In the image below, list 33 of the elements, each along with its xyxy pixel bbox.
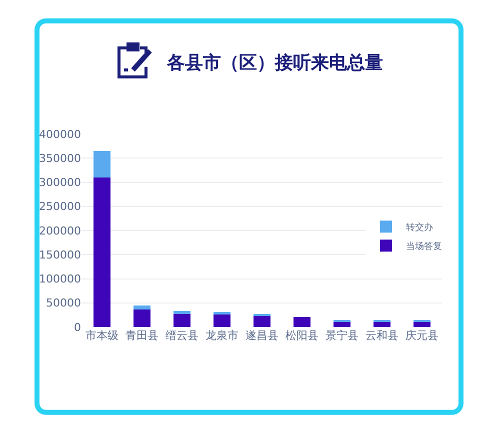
chart-title: 各县市（区）接听来电总量 — [166, 52, 383, 74]
y-tick-label: 50000 — [46, 296, 81, 310]
x-tick-label: 缙云县 — [166, 329, 198, 342]
x-tick-label: 遂昌县 — [246, 329, 278, 342]
y-tick-label: 300000 — [39, 176, 81, 190]
bar — [254, 316, 270, 327]
legend-label: 转交办 — [406, 222, 433, 234]
x-tick-label: 市本级 — [86, 329, 118, 342]
bar — [294, 316, 310, 327]
x-tick-label: 庆元县 — [406, 329, 438, 342]
bar — [414, 322, 430, 327]
x-tick-label: 景宁县 — [326, 329, 358, 342]
bar — [174, 313, 190, 327]
bar — [214, 314, 230, 327]
y-tick-label: 150000 — [39, 248, 81, 262]
bar — [94, 150, 110, 178]
y-tick-label: 200000 — [39, 224, 81, 238]
bar — [94, 177, 110, 327]
bar — [134, 310, 150, 327]
x-tick-label: 龙泉市 — [206, 329, 238, 342]
x-tick-label: 青田县 — [126, 329, 158, 342]
legend-label: 当场答复 — [406, 241, 442, 252]
bar — [174, 311, 190, 314]
bar — [374, 322, 390, 327]
y-tick-label: 400000 — [39, 128, 81, 141]
bar — [134, 305, 150, 310]
x-tick-label: 云和县 — [366, 329, 398, 342]
y-tick-label: 250000 — [39, 200, 81, 214]
y-tick-label: 100000 — [39, 272, 81, 286]
bar — [334, 322, 350, 327]
y-tick-label: 350000 — [39, 152, 81, 165]
x-tick-label: 松阳县 — [286, 329, 318, 342]
y-tick-label: 0 — [74, 320, 81, 334]
